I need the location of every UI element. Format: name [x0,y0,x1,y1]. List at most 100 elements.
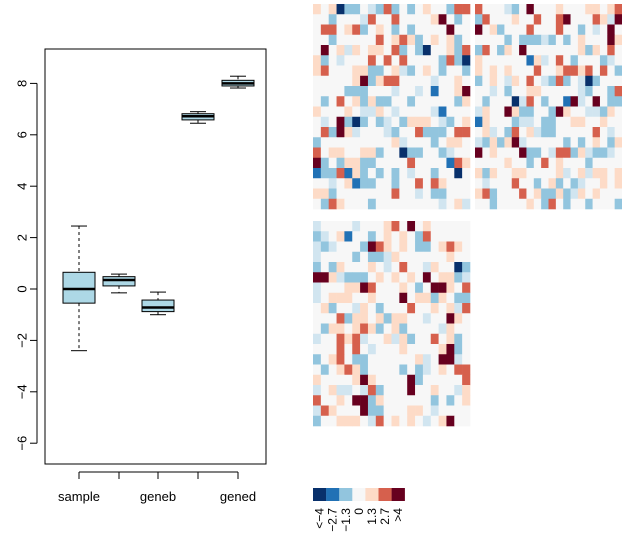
heatmap-cell [399,14,408,25]
heatmap-cell [497,4,505,15]
heatmap-cell [570,86,579,97]
heatmap-cell [415,24,424,36]
heatmap-cell [399,75,408,87]
heatmap-cell [399,178,408,189]
heatmap-cell [497,188,505,200]
heatmap-cell [614,14,622,25]
heatmap-cell [497,137,505,148]
heatmap-cell [555,178,564,189]
heatmap-cell [489,75,498,87]
heatmap-cell [320,231,329,242]
heatmap-cell [415,344,424,355]
legend-swatch [365,488,379,501]
heatmap-cell [391,241,400,253]
heatmap-cell [519,137,527,148]
heatmap-cell [563,45,571,56]
heatmap-cell [577,147,586,159]
heatmap-cell [336,374,345,386]
heatmap-cell [607,157,615,169]
heatmap-cell [344,188,353,200]
heatmap-cell [328,45,337,56]
y-tick-label: −6 [15,436,30,451]
heatmap-cell [446,55,455,66]
heatmap-cell [391,374,400,386]
heatmap-cell [430,75,439,87]
heatmap-cell [422,292,432,304]
heatmap-cell [489,147,498,159]
heatmap-cell [614,157,622,169]
heatmap-cell [320,168,329,179]
heatmap-cell [614,198,622,210]
heatmap-cell [320,45,329,56]
heatmap-cell [407,313,416,324]
heatmap-cell [391,385,400,396]
heatmap-cell [482,198,490,210]
heatmap-cell [320,65,329,77]
heatmap-cell [599,65,608,77]
heatmap-cell [344,395,353,406]
heatmap-cell [563,14,571,25]
heatmap-cell [614,178,622,189]
heatmap-cell [454,251,463,263]
heatmap-cell [352,24,361,36]
heatmap-cell [599,188,608,200]
heatmap-cell [482,75,490,87]
heatmap-cell [607,4,615,15]
heatmap-cell [367,147,377,159]
heatmap-cell [422,241,432,253]
heatmap-cell [482,168,490,179]
heatmap-cell [391,86,400,97]
heatmap-cell [422,262,432,273]
boxplot-frame [44,48,267,465]
heatmap-cell [585,55,593,66]
heatmap-cell [555,96,564,107]
heatmap-cell [482,24,490,36]
heatmap-cell [533,65,542,77]
heatmap-cell [367,313,377,324]
heatmap-cell [519,75,527,87]
heatmap-cell [391,4,400,15]
heatmap-cell [360,24,369,36]
heatmap-cell [328,313,337,324]
heatmap-cell [320,282,329,294]
heatmap-cell [541,127,549,138]
heatmap-cell [497,157,505,169]
heatmap-cell [592,157,601,169]
legend-swatch [378,488,392,501]
heatmap-cell [438,272,447,283]
heatmap-cell [320,221,329,232]
heatmap-cell [454,395,463,406]
heatmap-cell [511,24,520,36]
heatmap-cell [555,127,564,138]
heatmap-cell [599,137,608,148]
heatmap-cell [482,147,490,159]
heatmap-cell [336,251,345,263]
heatmap-cell [344,168,353,179]
heatmap-cell [497,45,505,56]
heatmap-cell [383,272,392,283]
heatmap-cell [462,96,471,107]
heatmap-cell [541,198,549,210]
heatmap-cell [519,188,527,200]
heatmap-cell [328,157,337,169]
heatmap-cell [328,4,337,15]
heatmap-cell [352,198,361,210]
heatmap-cell [407,55,416,66]
heatmap-cell [375,55,384,66]
heatmap-cell [548,75,557,87]
x-tick-label: gened [220,489,256,504]
heatmap-cell [328,251,337,263]
heatmap-cell [563,106,571,118]
heatmap-cell [399,364,408,376]
heatmap-cell [454,24,463,36]
heatmap-cell [511,75,520,87]
heatmap-cell [352,127,361,138]
heatmap-cell [422,127,432,138]
heatmap-cell [320,344,329,355]
heatmap-cell [328,292,337,304]
heatmap-cell [328,395,337,406]
heatmap-cell [320,14,329,25]
heatmap-cell [360,333,369,345]
heatmap-cell [360,364,369,376]
heatmap-cell [352,96,361,107]
